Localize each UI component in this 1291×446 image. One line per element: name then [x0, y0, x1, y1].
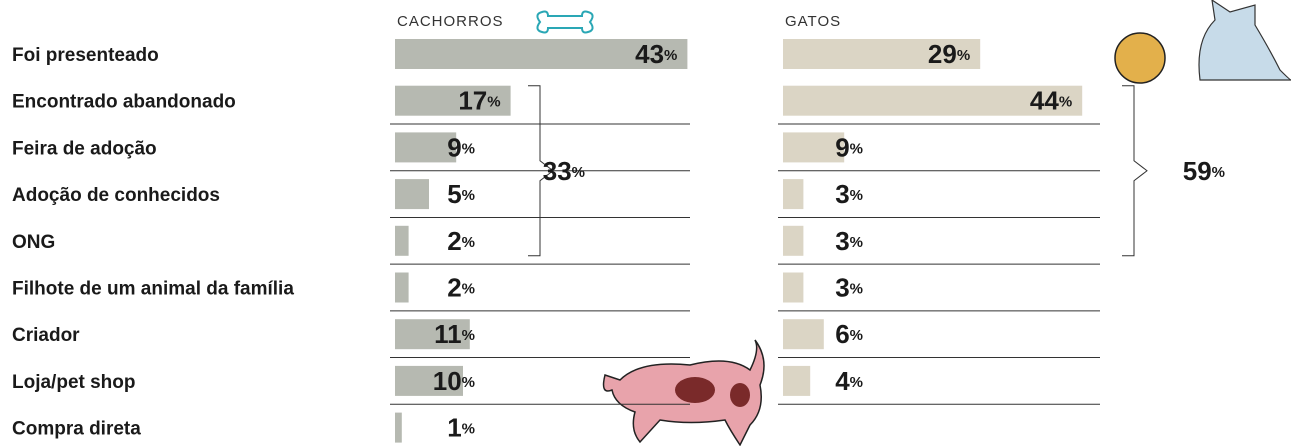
value-label: 1% [447, 412, 475, 442]
bone-icon [537, 12, 592, 33]
chart: Foi presenteado Encontrado abandonado Feir… [0, 0, 1291, 446]
category-label: Compra direta [12, 419, 141, 440]
category-label: Loja/pet shop [12, 372, 136, 393]
series-name: GATOS [785, 13, 841, 30]
category-label: Filhote de um animal da família [12, 279, 294, 300]
cat-illustration [1115, 0, 1291, 83]
value-label: 3% [835, 179, 863, 209]
dog-illustration [604, 340, 764, 445]
bar [395, 273, 409, 303]
bar [783, 319, 824, 349]
value-label: 10% [433, 366, 475, 396]
category-label: ONG [12, 232, 55, 253]
value-label: 2% [447, 226, 475, 256]
value-label: 3% [835, 226, 863, 256]
bar [783, 366, 810, 396]
bar [783, 273, 803, 303]
bar [783, 179, 803, 209]
value-label: 6% [835, 319, 863, 349]
bar [395, 413, 402, 443]
category-label: Criador [12, 325, 80, 346]
value-label: 9% [447, 132, 475, 162]
value-label: 9% [835, 132, 863, 162]
category-label: Foi presenteado [12, 45, 159, 66]
value-label: 3% [835, 272, 863, 302]
bar [395, 226, 409, 256]
category-label: Feira de adoção [12, 138, 157, 159]
bar [783, 226, 803, 256]
category-label: Encontrado abandonado [12, 92, 236, 113]
bracket [1122, 86, 1147, 256]
value-label: 5% [447, 179, 475, 209]
bar [395, 179, 429, 209]
value-label: 59% [1183, 156, 1225, 186]
value-label: 2% [447, 272, 475, 302]
category-label: Adoção de conhecidos [12, 185, 220, 206]
value-label: 4% [835, 366, 863, 396]
value-label: 33% [543, 156, 585, 186]
series-name: CACHORROS [397, 13, 504, 30]
